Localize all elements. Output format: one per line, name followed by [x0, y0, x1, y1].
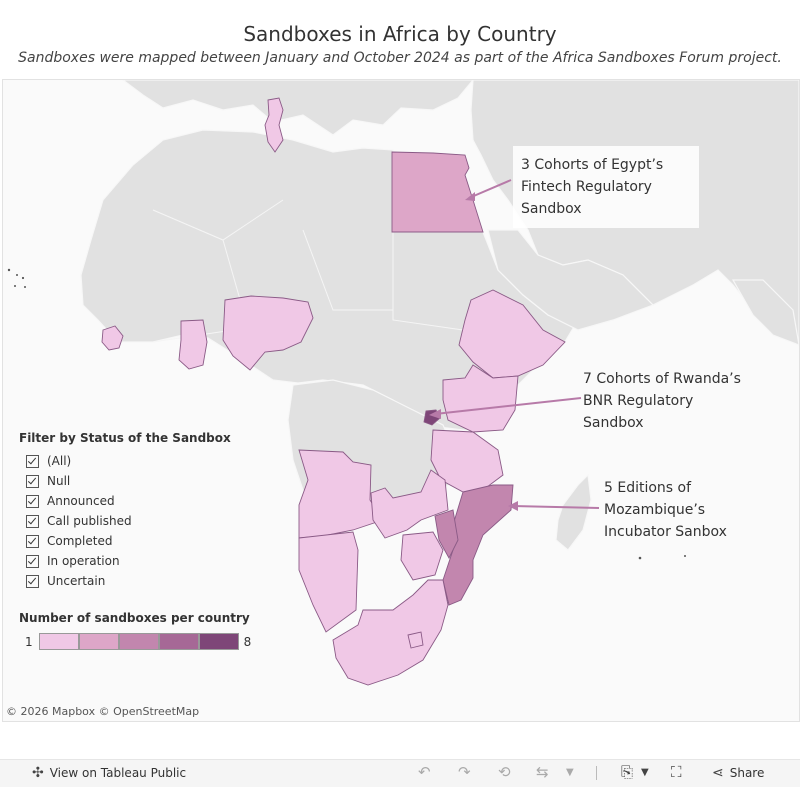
- refresh-dropdown-icon[interactable]: ▼: [566, 767, 574, 778]
- callout-rwanda-line1: 7 Cohorts of Rwanda’s: [583, 371, 741, 387]
- legend-swatch-2: [78, 633, 119, 650]
- checkbox-checked-icon[interactable]: [26, 454, 39, 468]
- legend-row: 1 8: [19, 633, 251, 650]
- refresh-icon[interactable]: ⇆: [536, 763, 549, 781]
- checkbox-checked-icon[interactable]: [26, 554, 39, 568]
- country-zambia: [370, 469, 449, 539]
- filter-item-announced[interactable]: Announced: [19, 491, 239, 511]
- country-sierra-leone-liberia: [101, 325, 124, 351]
- fullscreen-icon[interactable]: ⛶: [671, 763, 682, 781]
- filter-item-call-published[interactable]: Call published: [19, 511, 239, 531]
- country-south-africa: [332, 579, 449, 686]
- legend-swatch-1: [38, 633, 79, 650]
- country-tunisia: [264, 97, 284, 153]
- arabian-peninsula: [487, 229, 655, 331]
- status-filter: Filter by Status of the Sandbox (All) Nu…: [19, 431, 239, 591]
- country-nigeria: [222, 295, 314, 371]
- filter-title: Filter by Status of the Sandbox: [19, 431, 231, 445]
- legend-swatch-4: [158, 633, 199, 650]
- filter-item-label: In operation: [47, 554, 120, 568]
- country-lesotho-eswatini: [407, 631, 424, 649]
- india: [731, 279, 799, 346]
- country-ethiopia: [458, 289, 566, 379]
- share-label: Share: [729, 766, 765, 780]
- undo-icon[interactable]: ↶: [418, 763, 431, 781]
- highlighted-countries[interactable]: [101, 97, 566, 686]
- filter-item-all[interactable]: (All): [19, 451, 239, 471]
- filter-item-label: (All): [47, 454, 72, 468]
- callout-rwanda: 7 Cohorts of Rwanda’s BNR Regulatory San…: [583, 368, 773, 434]
- revert-icon[interactable]: ⟲: [498, 763, 511, 781]
- country-namibia: [298, 531, 359, 633]
- callout-arrowheads: [429, 192, 518, 511]
- view-on-tableau-label: View on Tableau Public: [49, 766, 187, 780]
- legend-swatch-3: [118, 633, 159, 650]
- share-icon: ⋖: [712, 765, 724, 781]
- checkbox-checked-icon[interactable]: [26, 534, 39, 548]
- redo-icon[interactable]: ↷: [458, 763, 471, 781]
- checkbox-checked-icon[interactable]: [26, 574, 39, 588]
- download-icon[interactable]: ⎘: [621, 763, 634, 781]
- share-button[interactable]: ⋖ Share: [712, 765, 764, 781]
- callout-rwanda-line3: Sandbox: [583, 415, 644, 431]
- filter-item-null[interactable]: Null: [19, 471, 239, 491]
- callout-egypt-line1: 3 Cohorts of Egypt’s: [521, 157, 664, 173]
- checkbox-checked-icon[interactable]: [26, 494, 39, 508]
- callout-rwanda-line2: BNR Regulatory: [583, 393, 694, 409]
- islands: [7, 268, 686, 560]
- filter-item-uncertain[interactable]: Uncertain: [19, 571, 239, 591]
- filter-item-label: Uncertain: [47, 574, 106, 588]
- filter-item-label: Announced: [47, 494, 115, 508]
- callout-mozambique: 5 Editions of Mozambique’s Incubator San…: [604, 477, 794, 543]
- callout-moz-line3: Incubator Sanbox: [604, 524, 727, 540]
- tableau-toolbar: ✣ View on Tableau Public ↶ ↷ ⟲ ⇆ ▼ ⎘ ▼ ⛶…: [0, 759, 800, 787]
- checkbox-checked-icon[interactable]: [26, 474, 39, 488]
- checkbox-checked-icon[interactable]: [26, 514, 39, 528]
- legend-title: Number of sandboxes per country: [19, 611, 250, 625]
- filter-item-completed[interactable]: Completed: [19, 531, 239, 551]
- view-on-tableau-link[interactable]: ✣ View on Tableau Public: [32, 765, 186, 781]
- filter-item-label: Completed: [47, 534, 113, 548]
- filter-item-label: Call published: [47, 514, 132, 528]
- page-title: Sandboxes in Africa by Country: [243, 22, 557, 46]
- filter-item-in-operation[interactable]: In operation: [19, 551, 239, 571]
- legend-min: 1: [25, 634, 33, 649]
- country-angola: [298, 449, 384, 539]
- map-view[interactable]: 3 Cohorts of Egypt’s Fintech Regulatory …: [2, 79, 800, 722]
- color-legend: Number of sandboxes per country 1 8: [19, 611, 251, 650]
- download-dropdown-icon[interactable]: ▼: [641, 767, 649, 778]
- callout-egypt-line3: Sandbox: [521, 201, 582, 217]
- callout-moz-line1: 5 Editions of: [604, 480, 692, 496]
- legend-swatch-5: [198, 633, 239, 650]
- callout-egypt-line2: Fintech Regulatory: [521, 179, 652, 195]
- country-malawi: [434, 509, 459, 559]
- madagascar: [555, 473, 592, 551]
- page-subtitle: Sandboxes were mapped between January an…: [18, 50, 782, 66]
- callout-lines: [434, 179, 600, 509]
- country-ghana: [178, 319, 208, 370]
- europe-landmass: [122, 80, 474, 136]
- toolbar-separator: [596, 766, 597, 780]
- map-attribution[interactable]: © 2026 Mapbox © OpenStreetMap: [6, 705, 200, 718]
- filter-item-label: Null: [47, 474, 71, 488]
- callout-egypt: 3 Cohorts of Egypt’s Fintech Regulatory …: [513, 146, 699, 228]
- tableau-logo-icon: ✣: [32, 765, 44, 781]
- country-egypt: [391, 151, 484, 233]
- legend-max: 8: [243, 634, 252, 649]
- callout-moz-line2: Mozambique’s: [604, 502, 706, 518]
- country-zimbabwe: [400, 531, 444, 581]
